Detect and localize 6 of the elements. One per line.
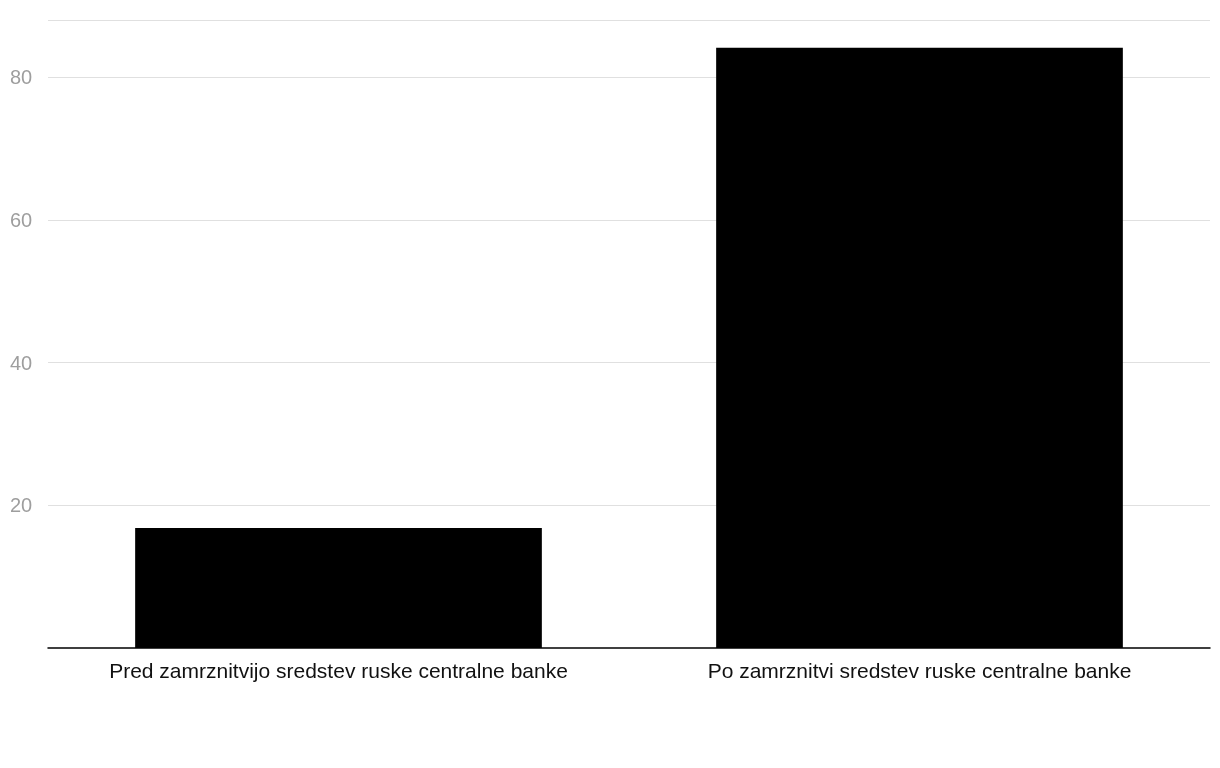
y-tick-label: 20 bbox=[10, 494, 33, 517]
y-tick-label: 60 bbox=[10, 208, 33, 231]
y-tick-label: 40 bbox=[10, 351, 33, 374]
y-tick-label: 80 bbox=[10, 66, 33, 89]
x-tick-label: Pred zamrznitvijo sredstev ruske centralne banke bbox=[109, 659, 568, 682]
x-tick-label: Po zamrznitvi sredstev ruske centralne banke bbox=[707, 659, 1132, 682]
